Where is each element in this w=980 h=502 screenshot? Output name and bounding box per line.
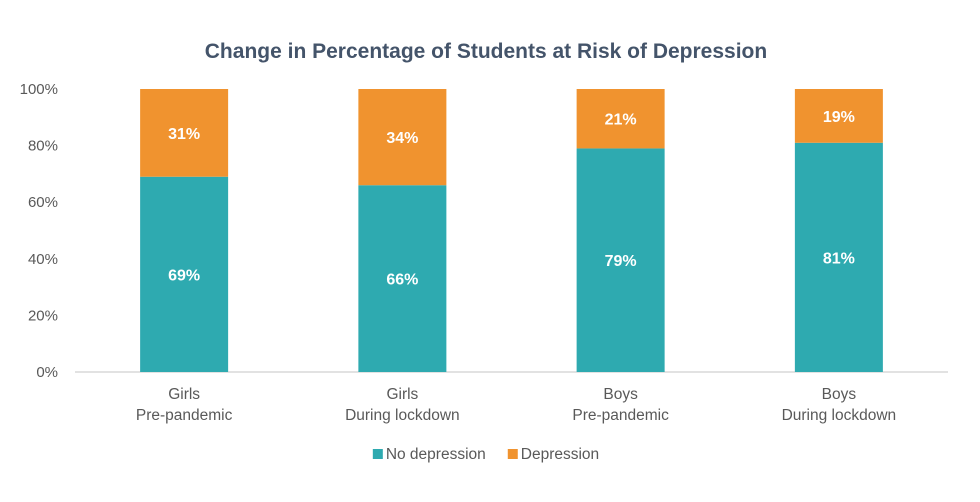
bar-depression: [358, 89, 447, 186]
y-tick-label: 20%: [28, 307, 58, 324]
bar-no-depression: [140, 176, 229, 372]
legend: No depression Depression: [372, 446, 599, 463]
chart-title: Change in Percentage of Students at Risk…: [205, 40, 767, 63]
legend-swatch: [372, 449, 383, 459]
x-category-label: Pre-pandemic: [136, 407, 233, 424]
data-label: 81%: [823, 250, 855, 267]
data-label: 31%: [168, 126, 200, 143]
legend-label: Depression: [521, 446, 599, 463]
bar-no-depression: [358, 185, 447, 372]
data-label: 34%: [386, 130, 418, 147]
y-tick-label: 80%: [28, 138, 58, 155]
bar-no-depression: [576, 148, 665, 372]
x-category-label: Girls: [168, 386, 200, 403]
bar-depression: [140, 89, 229, 177]
x-category-label: During lockdown: [345, 407, 460, 424]
legend-item: No depression: [372, 446, 486, 463]
x-category-label: Boys: [603, 386, 638, 403]
y-tick-label: 40%: [28, 251, 58, 268]
y-tick-label: 0%: [36, 364, 58, 381]
x-category-label: Boys: [822, 386, 857, 403]
bars: 69% 31% 66% 34% 79% 21% 81% 19%: [140, 89, 883, 372]
x-category-label: Girls: [386, 386, 418, 403]
y-tick-label: 100%: [20, 81, 58, 98]
y-axis: 0% 20% 40% 60% 80% 100%: [20, 81, 58, 381]
bar-no-depression: [794, 142, 883, 372]
bar-depression: [576, 89, 665, 149]
x-category-label: During lockdown: [782, 407, 897, 424]
legend-item: Depression: [507, 446, 599, 463]
data-label: 69%: [168, 267, 200, 284]
data-label: 19%: [823, 109, 855, 126]
x-category-label: Pre-pandemic: [572, 407, 669, 424]
legend-swatch: [507, 449, 518, 459]
x-axis-labels: Girls Pre-pandemic Girls During lockdown Boy…: [136, 386, 896, 424]
bar-depression: [794, 89, 883, 143]
y-tick-label: 60%: [28, 194, 58, 211]
legend-label: No depression: [386, 446, 486, 463]
data-label: 79%: [605, 253, 637, 270]
data-label: 21%: [605, 112, 637, 129]
data-label: 66%: [386, 272, 418, 289]
